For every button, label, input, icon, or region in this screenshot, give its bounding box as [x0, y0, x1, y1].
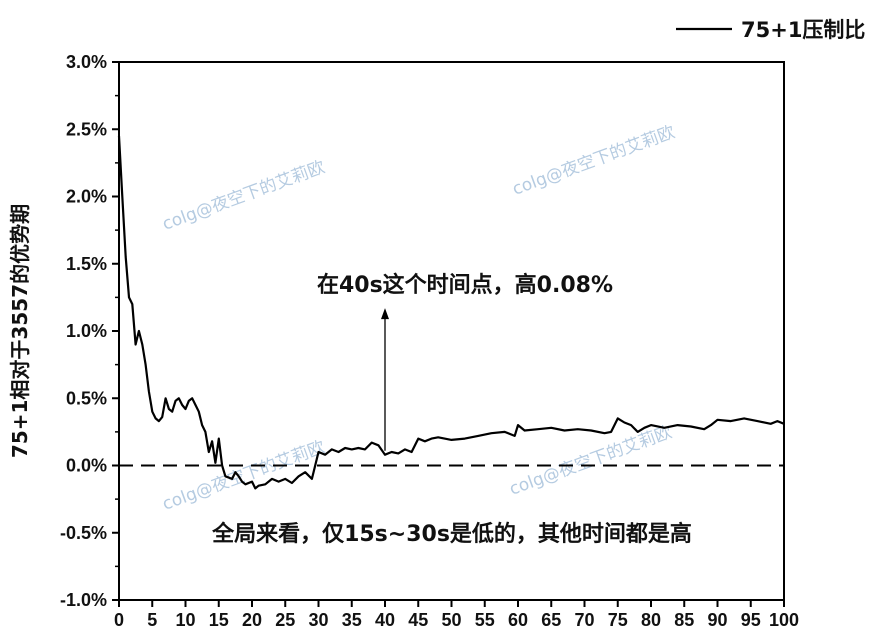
y-tick-label: 1.0%: [66, 321, 107, 341]
x-tick-label: 25: [275, 610, 295, 630]
y-axis-label: 75+1相对于3557的优势期: [8, 204, 32, 458]
x-tick-label: 100: [769, 610, 799, 630]
legend: 75+1压制比: [676, 18, 865, 42]
y-tick-label: 0.0%: [66, 456, 107, 476]
series-line: [117, 135, 785, 490]
x-tick-label: 20: [242, 610, 262, 630]
y-tick-label: -0.5%: [60, 523, 107, 543]
x-tick-label: 95: [741, 610, 761, 630]
x-tick-label: 80: [641, 610, 661, 630]
y-tick-label: 1.5%: [66, 254, 107, 274]
x-tick-label: 85: [674, 610, 694, 630]
x-tick-label: 60: [508, 610, 528, 630]
x-tick-label: 30: [308, 610, 328, 630]
x-tick-label: 15: [209, 610, 229, 630]
y-tick-label: -1.0%: [60, 590, 107, 610]
x-tick-label: 90: [707, 610, 727, 630]
x-tick-label: 0: [114, 610, 124, 630]
y-tick-label: 2.0%: [66, 187, 107, 207]
watermark-1: colg@夜空下的艾莉欧: [160, 157, 328, 234]
watermark-3: colg@夜空下的艾莉欧: [160, 437, 328, 514]
x-tick-label: 35: [342, 610, 362, 630]
x-axis: 0 5 10 15 20 25 30 35 40 45 50 55 60 65 70 75 80 85 90 95 10…: [114, 600, 799, 630]
y-tick-label: 3.0%: [66, 52, 107, 72]
x-tick-label: 55: [475, 610, 495, 630]
y-tick-label: 0.5%: [66, 388, 107, 408]
x-tick-label: 65: [541, 610, 561, 630]
x-tick-label: 75: [608, 610, 628, 630]
annotation-arrowhead: [381, 308, 389, 320]
y-tick-label: 2.5%: [66, 119, 107, 139]
watermark-4: colg@夜空下的艾莉欧: [507, 422, 675, 499]
x-tick-label: 40: [375, 610, 395, 630]
annotation-40s: 在40s这个时间点，高0.08%: [317, 272, 613, 298]
watermarks: colg@夜空下的艾莉欧 colg@夜空下的艾莉欧 colg@夜空下的艾莉欧 c…: [160, 122, 678, 514]
y-axis: 3.0% 2.5% 2.0% 1.5% 1.0% 0.5% 0.0% -0.5% -1.0%: [60, 52, 119, 610]
plot-frame: [118, 61, 785, 601]
x-tick-label: 5: [147, 610, 157, 630]
x-tick-label: 70: [574, 610, 594, 630]
watermark-2: colg@夜空下的艾莉欧: [510, 122, 678, 199]
x-tick-label: 50: [441, 610, 461, 630]
x-tick-label: 45: [408, 610, 428, 630]
x-tick-label: 10: [175, 610, 195, 630]
legend-label: 75+1压制比: [741, 18, 865, 42]
annotation-summary: 全局来看，仅15s~30s是低的，其他时间都是高: [211, 521, 692, 547]
